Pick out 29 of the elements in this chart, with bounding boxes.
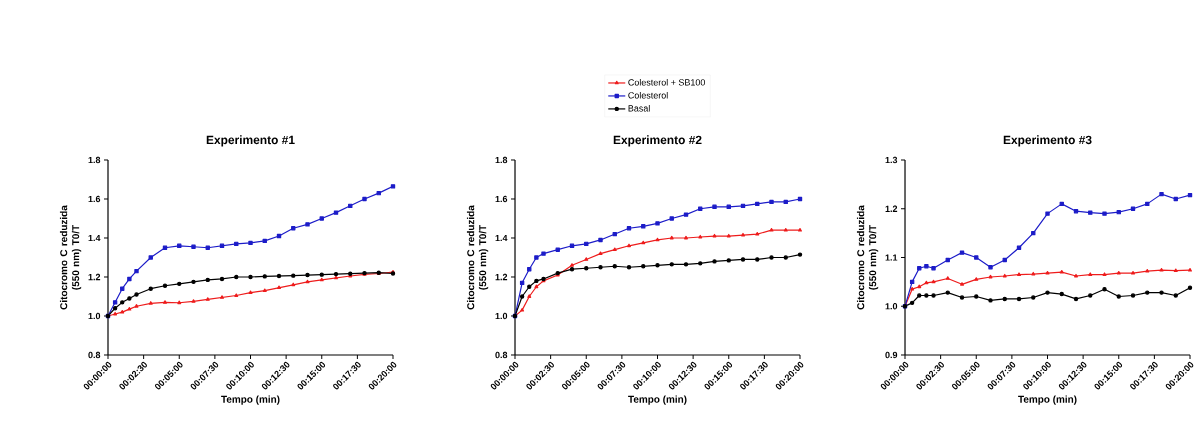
y-tick-label: 1.3: [885, 156, 898, 164]
chart-title: Experimento #2: [613, 135, 702, 147]
y-tick-label: 1.4: [88, 234, 101, 242]
y-tick-label: 0.9: [885, 351, 898, 359]
y-axis-title: Citocromo C reduzida (550 nm) T0/T: [856, 205, 879, 310]
y-tick-label: 0.8: [495, 351, 508, 359]
y-tick-label: 1.8: [88, 156, 101, 164]
y-tick-label: 1.0: [88, 312, 101, 320]
y-tick-label: 1.2: [495, 273, 508, 281]
x-axis-title: Tempo (min): [628, 395, 687, 405]
y-tick-label: 1.1: [885, 254, 898, 261]
y-tick-label: 1.4: [495, 234, 508, 242]
legend-label: Colesterol: [628, 91, 668, 99]
y-tick-label: 0.8: [88, 351, 101, 359]
legend-label: Basal: [628, 104, 650, 112]
y-tick-label: 1.0: [495, 312, 508, 320]
x-axis-title: Tempo (min): [1018, 395, 1077, 405]
y-tick-label: 1.0: [885, 303, 898, 310]
y-tick-label: 1.6: [495, 195, 508, 203]
y-tick-label: 1.6: [88, 195, 101, 203]
chart-title: Experimento #1: [206, 135, 295, 147]
y-tick-label: 1.2: [885, 205, 898, 212]
y-tick-label: 1.8: [495, 156, 508, 164]
x-axis-title: Tempo (min): [221, 395, 280, 405]
chart-title: Experimento #3: [1003, 135, 1092, 147]
y-axis-title: Citocromo C reduzida (550 nm) T0/T: [59, 205, 82, 310]
y-axis-title: Citocromo C reduzida (550 nm) T0/T: [466, 205, 489, 310]
y-tick-label: 1.2: [88, 273, 101, 281]
legend-label: Colesterol + SB100: [628, 78, 705, 86]
